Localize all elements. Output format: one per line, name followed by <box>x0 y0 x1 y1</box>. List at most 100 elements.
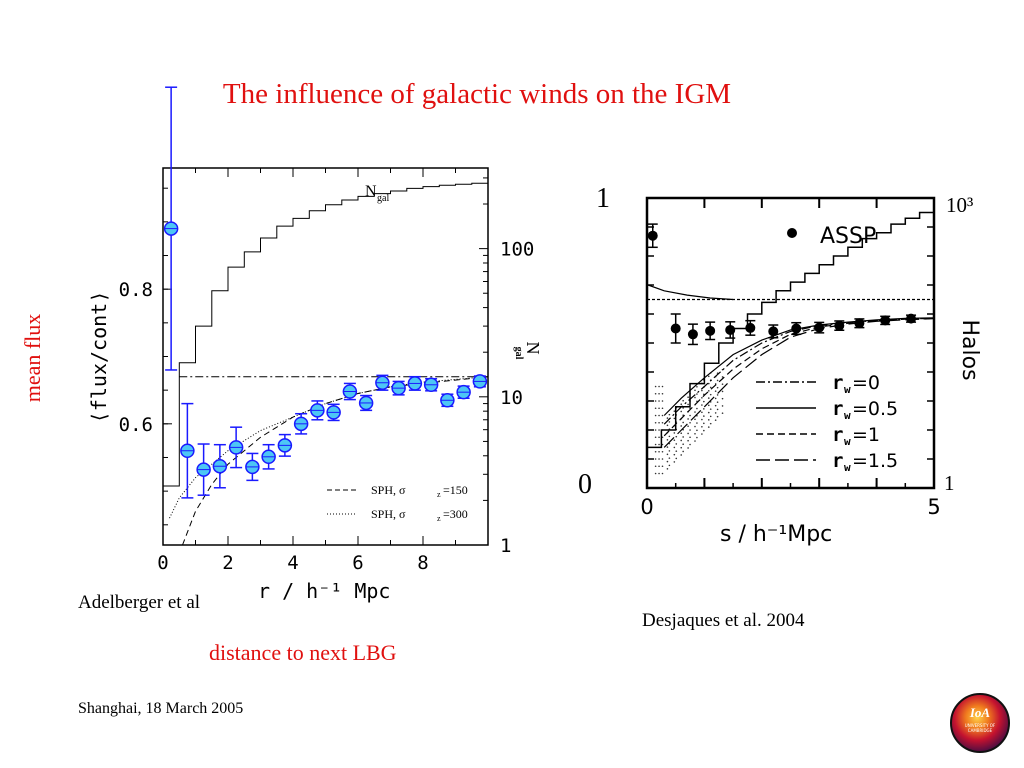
right-yaxis-one: 1 <box>596 183 610 214</box>
shaded-dot <box>658 429 660 431</box>
shaded-dot <box>666 460 669 463</box>
shaded-dot <box>716 379 719 382</box>
assp-point <box>725 324 736 335</box>
shaded-dot <box>707 397 710 399</box>
legend-rw-value: =1.5 <box>852 450 898 472</box>
shaded-dot <box>673 453 676 456</box>
shaded-dot <box>687 403 689 406</box>
shaded-dot <box>696 393 698 395</box>
shaded-dot <box>680 439 683 442</box>
shaded-dot <box>687 396 689 399</box>
shaded-dot <box>673 432 676 434</box>
left-xtick-label: 0 <box>157 552 168 574</box>
shaded-dot <box>716 415 719 418</box>
shaded-dot <box>666 424 669 427</box>
shaded-dot <box>721 412 724 414</box>
shaded-dot <box>673 439 676 441</box>
shaded-dot <box>675 443 678 445</box>
shaded-dot <box>721 405 724 407</box>
shaded-dot <box>654 429 657 431</box>
shaded-dot <box>682 443 684 446</box>
left-credit: Adelberger et al <box>78 592 201 613</box>
rw-0-curve <box>663 317 935 425</box>
assp-point <box>854 318 865 329</box>
shaded-dot <box>658 436 660 439</box>
left-xtick-label: 6 <box>352 552 363 574</box>
ngal-histogram-line <box>162 182 488 487</box>
ngal-hist-label: N <box>365 183 377 200</box>
shaded-dot <box>694 440 696 442</box>
shaded-dot <box>701 426 703 428</box>
shaded-dot <box>658 472 660 475</box>
shaded-dot <box>721 376 724 378</box>
legend-rw-label: r <box>832 450 843 472</box>
shaded-dot <box>661 450 664 453</box>
shaded-dot <box>701 397 703 399</box>
shaded-dot <box>687 425 689 428</box>
shaded-dot <box>701 411 703 414</box>
shaded-dot <box>701 389 703 392</box>
shaded-dot <box>658 407 660 410</box>
shaded-dot <box>668 413 671 416</box>
left-y2tick-label: 10 <box>500 387 523 409</box>
upper-decline-curve <box>647 284 734 301</box>
shaded-dot <box>675 457 678 460</box>
right-yaxis-zero: 0 <box>578 469 592 500</box>
shaded-dot <box>709 422 712 425</box>
shaded-dot <box>689 436 691 439</box>
shaded-dot <box>689 414 691 417</box>
shaded-dot <box>661 392 664 395</box>
left-xtick-label: 4 <box>287 552 298 574</box>
shaded-dot <box>668 435 671 438</box>
shaded-dot <box>680 410 683 413</box>
right-y2tick-label: 10³ <box>946 193 973 217</box>
left-y2label-sub: gal <box>513 347 524 360</box>
shaded-dot <box>709 408 712 410</box>
right-y2label: Halos <box>957 319 982 380</box>
shaded-dot <box>658 385 660 388</box>
right-xtick-label: 5 <box>927 495 940 519</box>
shaded-dot <box>666 468 669 470</box>
shaded-dot <box>709 386 712 389</box>
left-axes: 0 2 4 6 8 0.6 0.8 1 10 100 <box>119 168 534 574</box>
shaded-dot <box>658 465 660 468</box>
shaded-dot <box>666 439 669 441</box>
legend-sph150-label: SPH, σ <box>371 483 406 497</box>
shaded-dot <box>694 418 696 421</box>
footer-text: Shanghai, 18 March 2005 <box>78 700 244 717</box>
shaded-dot <box>654 414 657 417</box>
right-axes: 0 5 10³ 1 <box>640 193 973 519</box>
slide-xlabel: distance to next LBG <box>209 640 397 665</box>
left-xtick-label: 2 <box>222 552 233 574</box>
shaded-dot <box>694 396 696 399</box>
shaded-dot <box>661 421 664 424</box>
legend-sph150-value: =150 <box>443 483 468 497</box>
shaded-dot <box>668 457 671 459</box>
shaded-dot <box>680 425 683 427</box>
shaded-dot <box>714 404 717 407</box>
shaded-dot <box>714 390 717 392</box>
legend-rw-sub: w <box>844 409 851 422</box>
legend-rw-value: =1 <box>852 424 880 446</box>
right-credit: Desjaques et al. 2004 <box>642 610 805 631</box>
shaded-dot <box>709 415 712 418</box>
assp-legend-marker <box>787 228 797 238</box>
shaded-dot <box>658 450 660 453</box>
shaded-dot <box>687 447 689 449</box>
legend-rw-label: r <box>832 372 843 394</box>
shaded-dot <box>701 404 703 406</box>
shaded-dot <box>707 390 710 392</box>
shaded-dot <box>661 465 664 468</box>
assp-point <box>768 326 779 337</box>
shaded-dot <box>668 421 671 423</box>
legend-rw-value: =0.5 <box>852 398 898 420</box>
shaded-dot <box>654 421 657 424</box>
right-shaded-region <box>654 368 724 475</box>
shaded-dot <box>716 386 719 389</box>
shaded-dot <box>696 385 698 388</box>
shaded-dot <box>658 443 660 446</box>
shaded-dot <box>661 472 664 475</box>
assp-point <box>880 315 891 326</box>
shaded-dot <box>661 407 664 410</box>
left-y2tick-label: 100 <box>500 239 534 261</box>
